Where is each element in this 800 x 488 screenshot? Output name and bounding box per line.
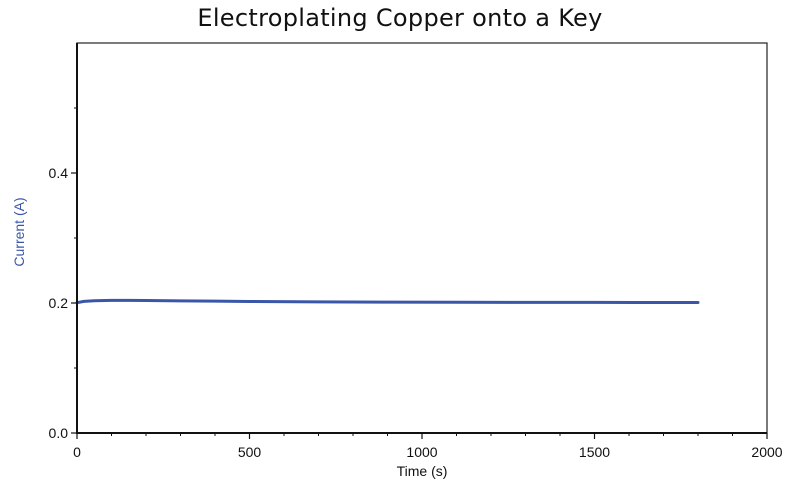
x-tick-label: 1000 [406,444,437,460]
y-tick-label: 0.2 [49,295,69,311]
x-tick-label: 1500 [579,444,610,460]
plot-area [76,42,768,434]
chart-title: Electroplating Copper onto a Key [197,4,603,32]
x-tick-label: 0 [73,444,81,460]
axes-layer: 0 500 1000 1500 2000 0.0 0.2 0.4 [49,43,783,460]
plot-frame [76,42,768,434]
y-axis-label: Current (A) [11,197,27,266]
x-tick-label: 500 [238,444,262,460]
series-line [75,298,700,305]
y-tick-label: 0.0 [49,425,69,441]
x-tick-label: 2000 [751,444,782,460]
y-tick-label: 0.4 [49,165,69,181]
series-layer [75,298,700,305]
x-axis-label: Time (s) [397,463,448,479]
